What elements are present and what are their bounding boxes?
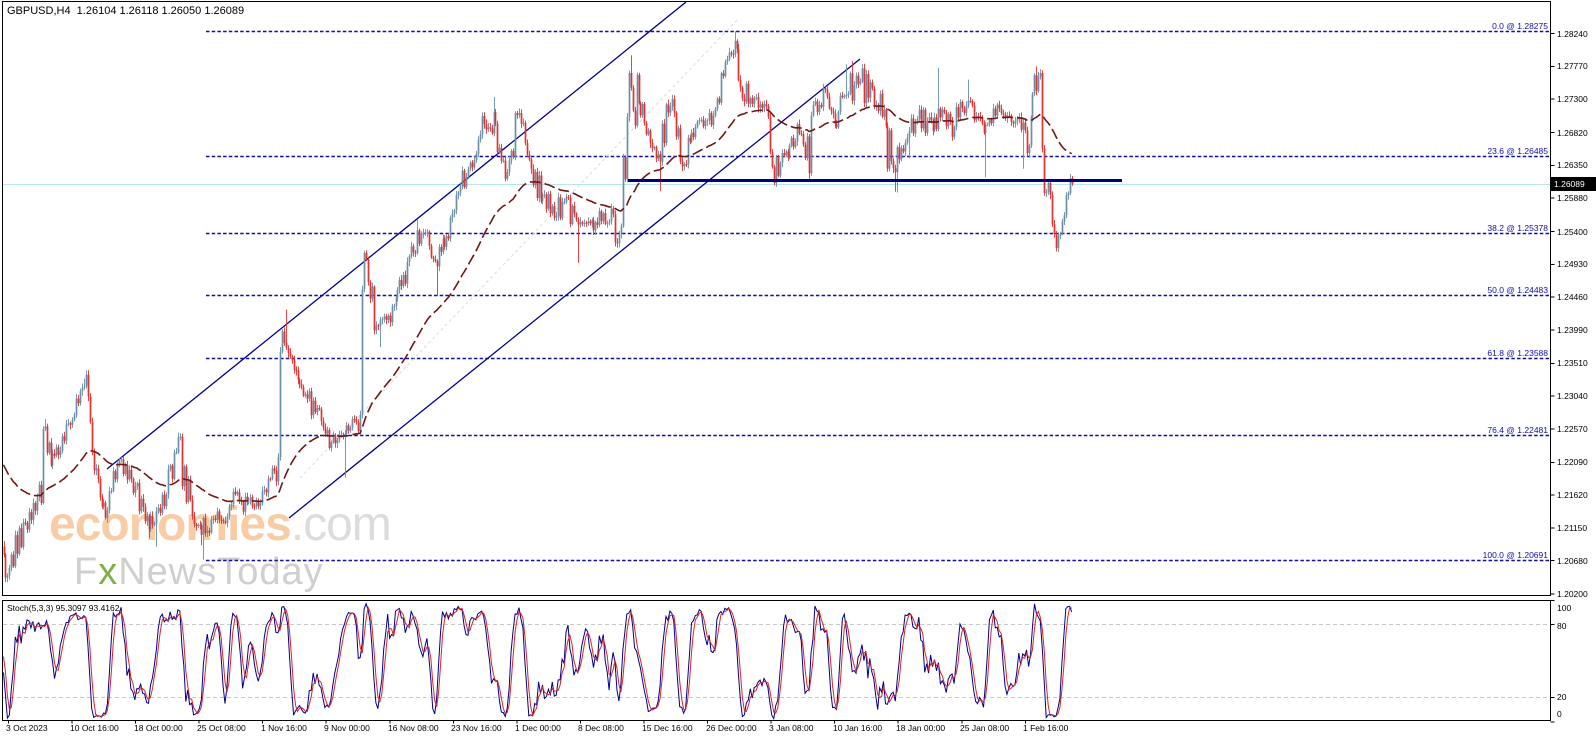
- svg-text:1.26820: 1.26820: [1557, 128, 1588, 138]
- svg-text:8 Dec 08:00: 8 Dec 08:00: [578, 723, 624, 733]
- svg-text:1.27770: 1.27770: [1557, 61, 1588, 71]
- svg-text:18 Oct 00:00: 18 Oct 00:00: [134, 723, 183, 733]
- svg-text:FxNewsToday: FxNewsToday: [74, 551, 324, 593]
- svg-text:80: 80: [1557, 621, 1567, 631]
- svg-text:GBPUSD,H4 1.26104 1.26118 1.2: GBPUSD,H4 1.26104 1.26118 1.26050 1.2608…: [7, 5, 244, 17]
- svg-text:10 Jan 16:00: 10 Jan 16:00: [833, 723, 882, 733]
- svg-text:3 Jan 08:00: 3 Jan 08:00: [769, 723, 814, 733]
- svg-text:1 Nov 16:00: 1 Nov 16:00: [261, 723, 307, 733]
- svg-text:1.22570: 1.22570: [1557, 424, 1588, 434]
- svg-text:1.25880: 1.25880: [1557, 193, 1588, 203]
- svg-text:1 Feb 16:00: 1 Feb 16:00: [1023, 723, 1069, 733]
- svg-text:1.25400: 1.25400: [1557, 227, 1588, 237]
- svg-text:61.8 @ 1.23588: 61.8 @ 1.23588: [1487, 348, 1548, 358]
- svg-text:1.23040: 1.23040: [1557, 391, 1588, 401]
- svg-text:1.21150: 1.21150: [1557, 523, 1587, 533]
- svg-text:38.2 @ 1.25378: 38.2 @ 1.25378: [1487, 223, 1548, 233]
- svg-text:1.22090: 1.22090: [1557, 457, 1588, 467]
- svg-text:1.20200: 1.20200: [1557, 589, 1588, 599]
- svg-text:1.24460: 1.24460: [1557, 292, 1588, 302]
- svg-text:10 Oct 16:00: 10 Oct 16:00: [70, 723, 119, 733]
- svg-text:25 Jan 08:00: 25 Jan 08:00: [960, 723, 1009, 733]
- svg-text:25 Oct 08:00: 25 Oct 08:00: [197, 723, 246, 733]
- svg-text:Stoch(5,3,3) 95.3097 93.4162: Stoch(5,3,3) 95.3097 93.4162: [7, 603, 120, 613]
- svg-text:1.23990: 1.23990: [1557, 325, 1588, 335]
- svg-text:20: 20: [1557, 692, 1567, 702]
- svg-text:0: 0: [1557, 709, 1562, 719]
- svg-text:1 Dec 00:00: 1 Dec 00:00: [515, 723, 561, 733]
- svg-text:18 Jan 00:00: 18 Jan 00:00: [896, 723, 945, 733]
- svg-text:50.0 @ 1.24483: 50.0 @ 1.24483: [1487, 285, 1548, 295]
- svg-text:1.28240: 1.28240: [1557, 29, 1588, 39]
- svg-text:1.27300: 1.27300: [1557, 94, 1588, 104]
- svg-text:economies.com: economies.com: [49, 498, 391, 551]
- svg-text:1.24930: 1.24930: [1557, 259, 1588, 269]
- svg-text:23.6 @ 1.26485: 23.6 @ 1.26485: [1487, 146, 1548, 156]
- svg-text:100.0 @ 1.20691: 100.0 @ 1.20691: [1483, 550, 1549, 560]
- svg-text:1.20680: 1.20680: [1557, 556, 1588, 566]
- svg-text:1.21620: 1.21620: [1557, 490, 1588, 500]
- svg-text:23 Nov 16:00: 23 Nov 16:00: [451, 723, 502, 733]
- svg-text:1.26350: 1.26350: [1557, 160, 1588, 170]
- svg-text:76.4 @ 1.22481: 76.4 @ 1.22481: [1487, 425, 1548, 435]
- svg-text:16 Nov 08:00: 16 Nov 08:00: [388, 723, 439, 733]
- svg-text:3 Oct 2023: 3 Oct 2023: [6, 723, 48, 733]
- svg-text:26 Dec 00:00: 26 Dec 00:00: [706, 723, 757, 733]
- svg-text:15 Dec 16:00: 15 Dec 16:00: [642, 723, 693, 733]
- svg-text:1.26089: 1.26089: [1554, 179, 1585, 189]
- svg-text:1.23510: 1.23510: [1557, 358, 1588, 368]
- svg-text:0.0 @ 1.28275: 0.0 @ 1.28275: [1492, 21, 1548, 31]
- svg-text:100: 100: [1557, 603, 1571, 613]
- svg-text:9 Nov 00:00: 9 Nov 00:00: [324, 723, 370, 733]
